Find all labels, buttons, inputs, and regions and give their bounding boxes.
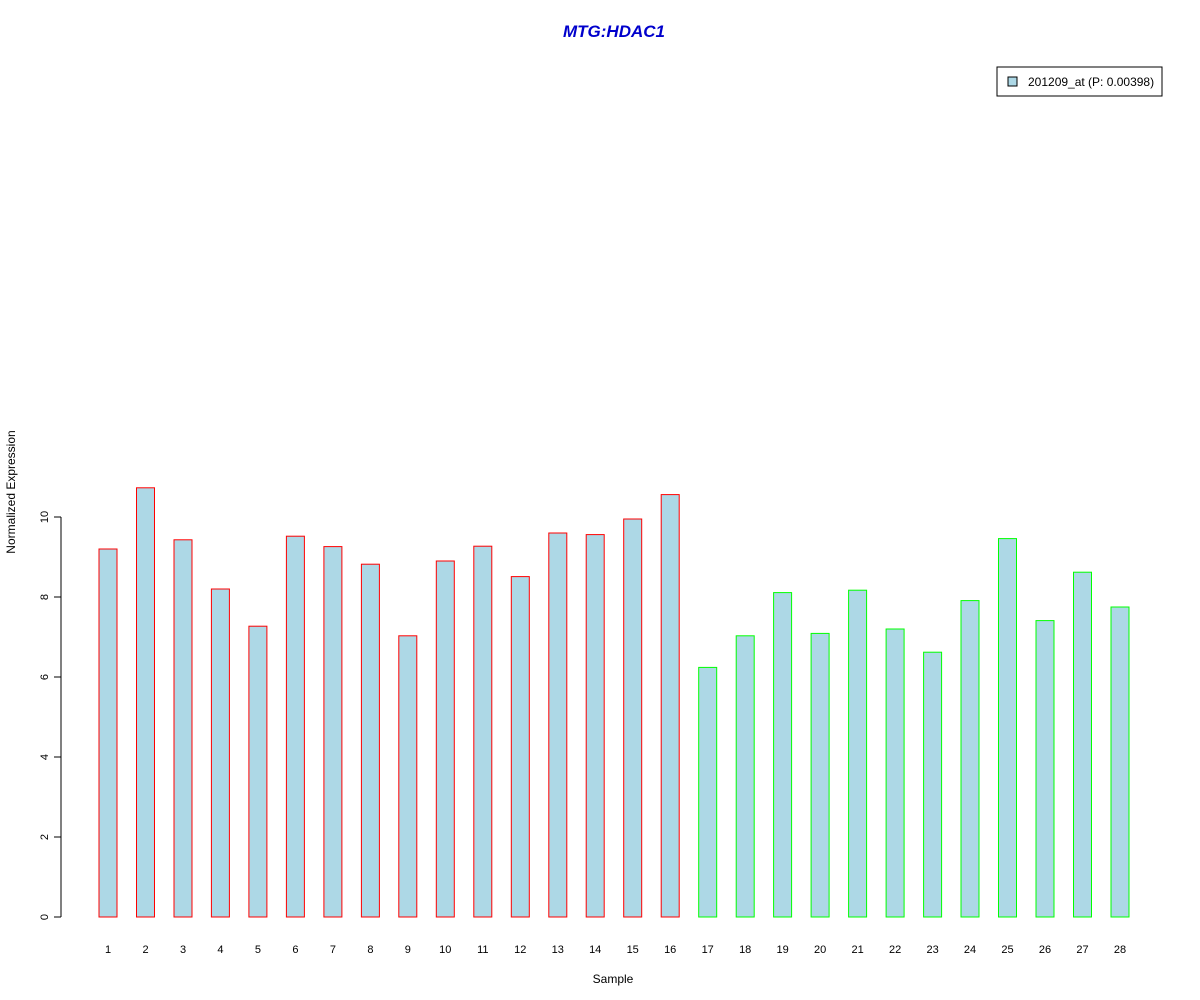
bar-sample-28 — [1110, 606, 1130, 918]
x-tick-label: 7 — [330, 944, 336, 956]
bar-sample-25 — [998, 538, 1017, 918]
bar-sample-13 — [548, 532, 568, 918]
y-axis-title: Normalized Expression — [4, 430, 18, 553]
y-tick-label: 8 — [39, 594, 51, 600]
y-tick-label: 2 — [39, 834, 51, 840]
bar-sample-18 — [735, 635, 755, 918]
legend-box — [996, 66, 1163, 97]
x-tick-label: 19 — [776, 944, 788, 956]
bar-sample-10 — [435, 560, 455, 918]
x-tick-label: 17 — [702, 944, 714, 956]
bar-sample-3 — [173, 539, 193, 918]
x-tick-label: 20 — [814, 944, 826, 956]
y-tick-label: 4 — [39, 754, 51, 760]
bar-sample-1 — [98, 548, 118, 918]
bar-sample-16 — [660, 494, 680, 918]
x-tick-label: 18 — [739, 944, 751, 956]
bar-sample-23 — [923, 651, 943, 918]
x-tick-label: 12 — [514, 944, 526, 956]
x-tick-label: 26 — [1039, 944, 1051, 956]
bar-sample-6 — [285, 535, 305, 918]
x-tick-label: 10 — [439, 944, 451, 956]
bar-sample-4 — [210, 588, 230, 918]
bar-sample-11 — [473, 545, 493, 918]
y-axis: 0 2 4 6 8 10 — [39, 511, 62, 920]
bar-sample-5 — [248, 625, 268, 918]
bars — [98, 487, 1130, 918]
x-tick-label: 14 — [589, 944, 601, 956]
x-tick-label: 16 — [664, 944, 676, 956]
x-tick-label: 2 — [142, 944, 148, 956]
x-tick-label: 22 — [889, 944, 901, 956]
bar-sample-15 — [623, 518, 643, 918]
bar-sample-26 — [1035, 620, 1055, 918]
chart-title: MTG:HDAC1 — [563, 22, 665, 41]
legend-label: 201209_at (P: 0.00398) — [1028, 75, 1154, 89]
x-tick-label: 1 — [105, 944, 111, 956]
x-tick-label: 4 — [217, 944, 223, 956]
bar-sample-2 — [136, 487, 155, 918]
x-axis-labels: 1 2 3 4 5 6 7 8 9 10 11 12 13 14 15 16 17 18 19 20 21 22 23 24 2… — [105, 944, 1126, 956]
bar-sample-14 — [585, 534, 605, 918]
bar-sample-17 — [698, 666, 718, 918]
x-tick-label: 3 — [180, 944, 186, 956]
bar-sample-22 — [885, 628, 905, 918]
x-tick-label: 21 — [851, 944, 863, 956]
bar-sample-24 — [960, 600, 980, 918]
x-tick-label: 13 — [552, 944, 564, 956]
bar-sample-21 — [848, 589, 868, 918]
y-tick-label: 6 — [39, 674, 51, 680]
x-tick-label: 15 — [627, 944, 639, 956]
x-tick-label: 25 — [1001, 944, 1013, 956]
legend: 201209_at (P: 0.00398) — [996, 66, 1163, 97]
x-tick-label: 6 — [292, 944, 298, 956]
x-tick-label: 5 — [255, 944, 261, 956]
bar-sample-19 — [773, 592, 793, 918]
x-tick-label: 24 — [964, 944, 976, 956]
x-axis-title: Sample — [593, 972, 634, 986]
x-tick-label: 9 — [405, 944, 411, 956]
x-tick-label: 11 — [477, 944, 488, 956]
y-tick-label: 0 — [39, 914, 51, 920]
x-tick-label: 27 — [1076, 944, 1088, 956]
bar-sample-9 — [398, 635, 418, 918]
bar-sample-20 — [810, 632, 830, 918]
x-tick-label: 8 — [367, 944, 373, 956]
y-tick-label: 10 — [39, 511, 51, 523]
bar-sample-7 — [323, 546, 343, 918]
legend-swatch — [1007, 76, 1018, 87]
x-tick-label: 23 — [926, 944, 938, 956]
bar-sample-12 — [510, 576, 530, 918]
bar-sample-8 — [360, 563, 380, 918]
x-tick-label: 28 — [1114, 944, 1126, 956]
bar-sample-27 — [1073, 571, 1092, 918]
